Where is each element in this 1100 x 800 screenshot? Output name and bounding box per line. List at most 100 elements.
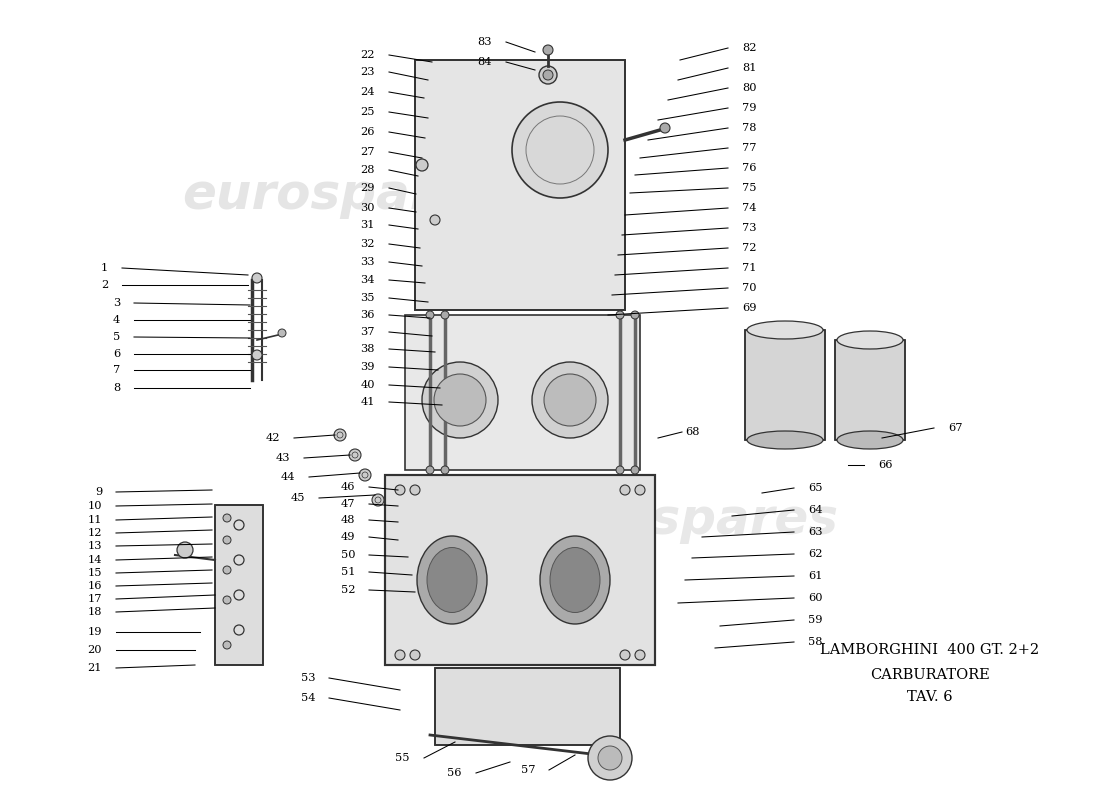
Text: CARBURATORE: CARBURATORE [870,668,990,682]
Circle shape [426,466,434,474]
Circle shape [441,466,449,474]
Text: 56: 56 [448,768,462,778]
Text: TAV. 6: TAV. 6 [908,690,953,704]
Text: 48: 48 [341,515,355,525]
Bar [214,505,263,665]
Ellipse shape [747,431,823,449]
Text: 21: 21 [88,663,102,673]
Text: 11: 11 [88,515,102,525]
Text: 23: 23 [361,67,375,77]
Text: 76: 76 [742,163,757,173]
Text: 80: 80 [742,83,757,93]
Circle shape [410,485,420,495]
Circle shape [422,362,498,438]
Text: 34: 34 [361,275,375,285]
Text: 5: 5 [112,332,120,342]
Text: 31: 31 [361,220,375,230]
Circle shape [410,650,420,660]
Circle shape [635,485,645,495]
Text: 35: 35 [361,293,375,303]
Text: 12: 12 [88,528,102,538]
Text: 82: 82 [742,43,757,53]
Text: 64: 64 [808,505,823,515]
Text: 46: 46 [341,482,355,492]
Ellipse shape [837,431,903,449]
Text: 52: 52 [341,585,355,595]
Text: 68: 68 [685,427,700,437]
Circle shape [441,311,449,319]
Bar [385,475,654,665]
Text: 33: 33 [361,257,375,267]
Bar [214,505,263,665]
Text: 73: 73 [742,223,757,233]
Text: 74: 74 [742,203,757,213]
Text: 62: 62 [808,549,823,559]
Bar [434,668,620,745]
Text: 10: 10 [88,501,102,511]
Circle shape [223,536,231,544]
Circle shape [543,70,553,80]
Circle shape [223,641,231,649]
Text: 67: 67 [948,423,962,433]
Circle shape [539,66,557,84]
Text: 30: 30 [361,203,375,213]
Ellipse shape [550,547,600,613]
Circle shape [588,736,632,780]
Circle shape [620,485,630,495]
Text: 17: 17 [88,594,102,604]
Circle shape [278,329,286,337]
Text: 9: 9 [95,487,102,497]
Text: 54: 54 [300,693,315,703]
Text: 20: 20 [88,645,102,655]
Circle shape [434,374,486,426]
Circle shape [416,159,428,171]
Bar [835,340,905,440]
Circle shape [635,650,645,660]
Text: 26: 26 [361,127,375,137]
Circle shape [598,746,622,770]
Ellipse shape [747,321,823,339]
Text: 58: 58 [808,637,823,647]
Text: 16: 16 [88,581,102,591]
Text: 44: 44 [280,472,295,482]
Text: 51: 51 [341,567,355,577]
Text: 70: 70 [742,283,757,293]
Text: 19: 19 [88,627,102,637]
Text: 6: 6 [112,349,120,359]
Circle shape [349,449,361,461]
Text: 2: 2 [101,280,108,290]
Circle shape [223,514,231,522]
Text: 14: 14 [88,555,102,565]
Circle shape [544,374,596,426]
Text: 57: 57 [520,765,535,775]
Circle shape [620,650,630,660]
Text: 49: 49 [341,532,355,542]
Bar [405,315,640,470]
Circle shape [252,350,262,360]
Text: 84: 84 [477,57,492,67]
Text: 15: 15 [88,568,102,578]
Bar [415,60,625,310]
Circle shape [223,596,231,604]
Text: 47: 47 [341,499,355,509]
Text: 59: 59 [808,615,823,625]
Text: 13: 13 [88,541,102,551]
Text: 79: 79 [742,103,757,113]
Text: 27: 27 [361,147,375,157]
Circle shape [372,494,384,506]
Text: 43: 43 [275,453,290,463]
Text: 18: 18 [88,607,102,617]
Circle shape [631,466,639,474]
Text: 53: 53 [300,673,315,683]
Text: 69: 69 [742,303,757,313]
Circle shape [430,215,440,225]
Text: 29: 29 [361,183,375,193]
Text: 81: 81 [742,63,757,73]
Text: 41: 41 [361,397,375,407]
Text: 22: 22 [361,50,375,60]
Text: 3: 3 [112,298,120,308]
Text: 60: 60 [808,593,823,603]
Text: 63: 63 [808,527,823,537]
Text: 32: 32 [361,239,375,249]
Circle shape [616,311,624,319]
